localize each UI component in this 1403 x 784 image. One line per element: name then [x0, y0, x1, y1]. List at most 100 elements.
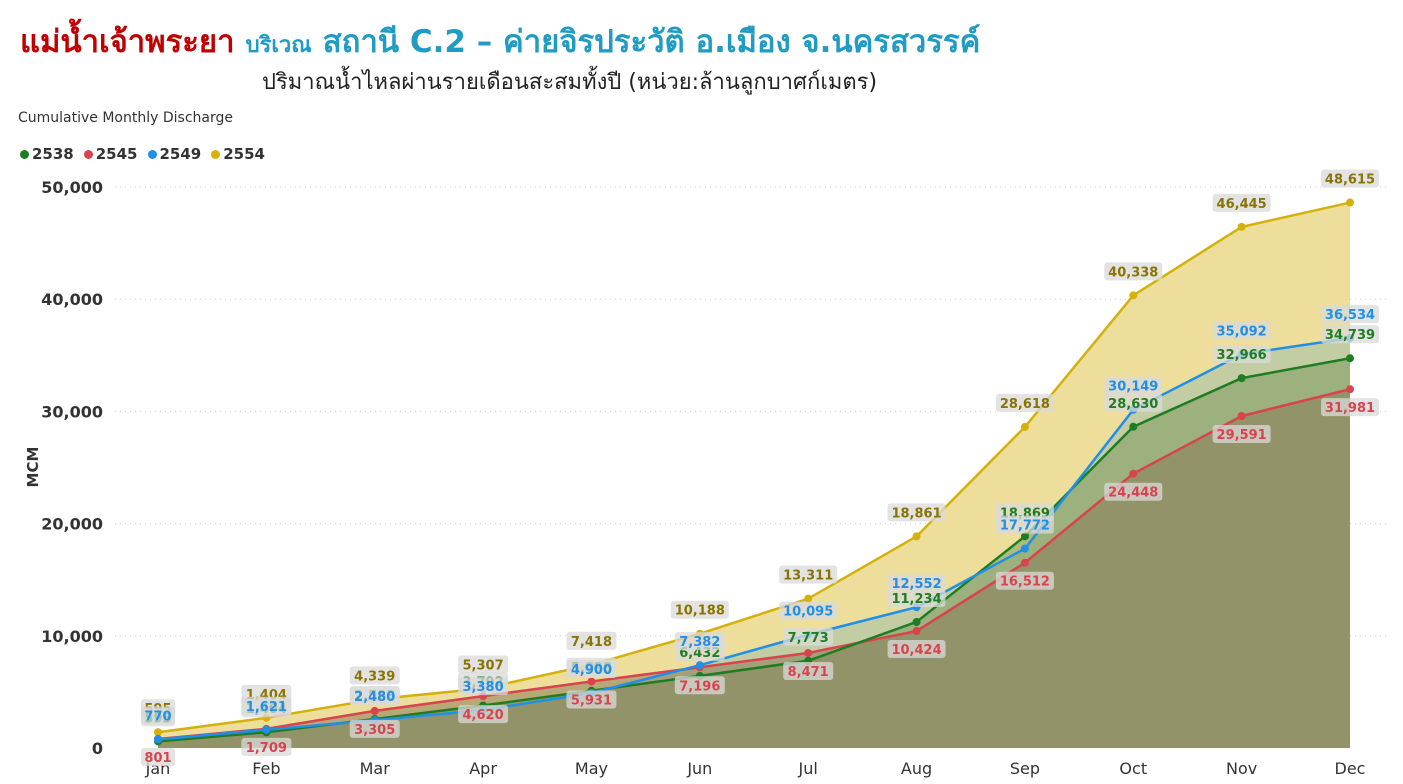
- point-2554-Aug: [912, 532, 921, 541]
- data-label-bg: [1104, 376, 1163, 395]
- data-label-bg: [1321, 325, 1379, 344]
- data-label-2545: 8,471: [788, 665, 829, 680]
- point-2545-Sep: [1020, 558, 1029, 567]
- data-label-bg: [1212, 321, 1271, 340]
- data-label-bg: [458, 705, 509, 724]
- data-label-2545: 10,424: [891, 643, 941, 658]
- legend-label: 2545: [95, 145, 138, 163]
- point-2538-Nov: [1237, 374, 1246, 383]
- title-river: แม่น้ำเจ้าพระยา: [20, 24, 235, 60]
- data-label-bg: [783, 627, 834, 646]
- x-tick-label: Oct: [1119, 759, 1147, 778]
- point-2549-Sep: [1020, 544, 1029, 553]
- data-label-2545: 3,305: [354, 723, 395, 738]
- data-label-2554: 10,188: [675, 604, 725, 619]
- x-tick-label: May: [575, 759, 608, 778]
- data-label-2545: 31,981: [1325, 401, 1375, 416]
- point-2554-Jul: [804, 594, 813, 603]
- data-label-2538: 34,739: [1325, 328, 1375, 343]
- data-label-2554: 48,615: [1325, 173, 1375, 188]
- data-label-2554: 28,618: [1000, 397, 1050, 412]
- x-tick-label: Feb: [252, 759, 280, 778]
- data-label-bg: [458, 677, 509, 696]
- data-label-2554: 5,307: [463, 658, 504, 673]
- data-label-bg: [674, 676, 725, 695]
- data-label-2538: 28,630: [1108, 397, 1158, 412]
- data-label-bg: [566, 660, 617, 679]
- point-2549-Jan: [154, 735, 162, 744]
- point-2549-Jun: [695, 661, 704, 670]
- data-label-bg: [241, 696, 292, 715]
- point-2554-Dec: [1346, 198, 1354, 207]
- point-2538-Dec: [1346, 354, 1354, 363]
- data-label-bg: [995, 571, 1054, 590]
- data-label-bg: [141, 706, 175, 725]
- legend-label: 2554: [223, 145, 265, 163]
- point-2545-Aug: [912, 627, 921, 636]
- data-label-bg: [1104, 482, 1163, 501]
- point-2545-Mar: [370, 706, 379, 715]
- point-2545-May: [587, 677, 596, 686]
- data-label-2554: 46,445: [1217, 197, 1267, 212]
- data-label-2545: 1,709: [246, 741, 287, 756]
- data-label-bg: [887, 588, 946, 607]
- chart-legend: 2538 2545 2549 2554: [20, 145, 265, 163]
- data-label-bg: [1104, 262, 1163, 281]
- data-label-bg: [566, 690, 617, 709]
- data-label-bg: [1104, 393, 1163, 412]
- point-2538-Oct: [1129, 422, 1138, 431]
- x-tick-label: Aug: [901, 759, 932, 778]
- data-label-2549: 36,534: [1325, 308, 1375, 323]
- y-axis-label: MCM: [24, 447, 42, 488]
- x-tick-label: Nov: [1226, 759, 1257, 778]
- data-label-bg: [1212, 193, 1271, 212]
- legend-item-2538[interactable]: 2538: [20, 145, 74, 163]
- point-2545-Dec: [1346, 385, 1354, 394]
- data-label-2554: 13,311: [783, 569, 833, 584]
- data-label-2549: 1,621: [246, 700, 287, 715]
- data-label-2545: 24,448: [1108, 486, 1158, 501]
- data-label-bg: [887, 503, 946, 522]
- line-2545: [157, 387, 1351, 741]
- point-2538-Sep: [1020, 532, 1029, 541]
- title-connector: บริเวณ: [245, 33, 312, 58]
- y-tick-label: 30,000: [41, 402, 103, 421]
- data-label-2545: 4,620: [463, 708, 504, 723]
- legend-item-2554[interactable]: 2554: [211, 145, 265, 163]
- y-tick-label: 10,000: [41, 627, 103, 646]
- data-label-bg: [566, 631, 617, 650]
- legend-dot-icon: [20, 149, 29, 159]
- y-tick-label: 40,000: [41, 290, 103, 309]
- legend-label: 2538: [32, 145, 74, 163]
- legend-dot-icon: [211, 149, 221, 159]
- point-2554-Nov: [1237, 222, 1246, 231]
- data-label-bg: [141, 748, 175, 767]
- data-label-2538: 11,234: [891, 592, 941, 607]
- data-label-bg: [1212, 345, 1271, 364]
- point-2538-Aug: [912, 617, 921, 626]
- data-label-bg: [241, 737, 292, 756]
- data-label-bg: [783, 661, 834, 680]
- data-label-2549: 7,382: [679, 635, 720, 650]
- legend-item-2549[interactable]: 2549: [147, 145, 202, 163]
- page-title: แม่น้ำเจ้าพระยา บริเวณ สถานี C.2 – ค่ายจ…: [20, 16, 980, 66]
- data-label-2545: 7,196: [679, 679, 720, 694]
- point-2545-Oct: [1129, 469, 1138, 478]
- data-label-2554: 18,861: [891, 506, 941, 521]
- legend-dot-icon: [147, 149, 157, 159]
- x-tick-label: Mar: [360, 759, 391, 778]
- data-label-bg: [458, 655, 509, 674]
- x-tick-label: Jul: [798, 759, 818, 778]
- legend-item-2545[interactable]: 2545: [83, 145, 138, 163]
- data-label-bg: [1321, 305, 1379, 324]
- data-label-bg: [349, 687, 400, 706]
- data-label-bg: [670, 600, 729, 619]
- legend-label: 2549: [159, 145, 202, 163]
- data-label-2549: 35,092: [1217, 324, 1267, 339]
- title-station: สถานี C.2 – ค่ายจิรประวัติ อ.เมือง จ.นคร…: [322, 24, 981, 60]
- data-label-2545: 801: [144, 751, 171, 766]
- point-2545-Nov: [1237, 411, 1246, 420]
- data-label-bg: [779, 565, 838, 584]
- y-tick-label: 50,000: [41, 178, 103, 197]
- data-label-2549: 30,149: [1108, 380, 1158, 395]
